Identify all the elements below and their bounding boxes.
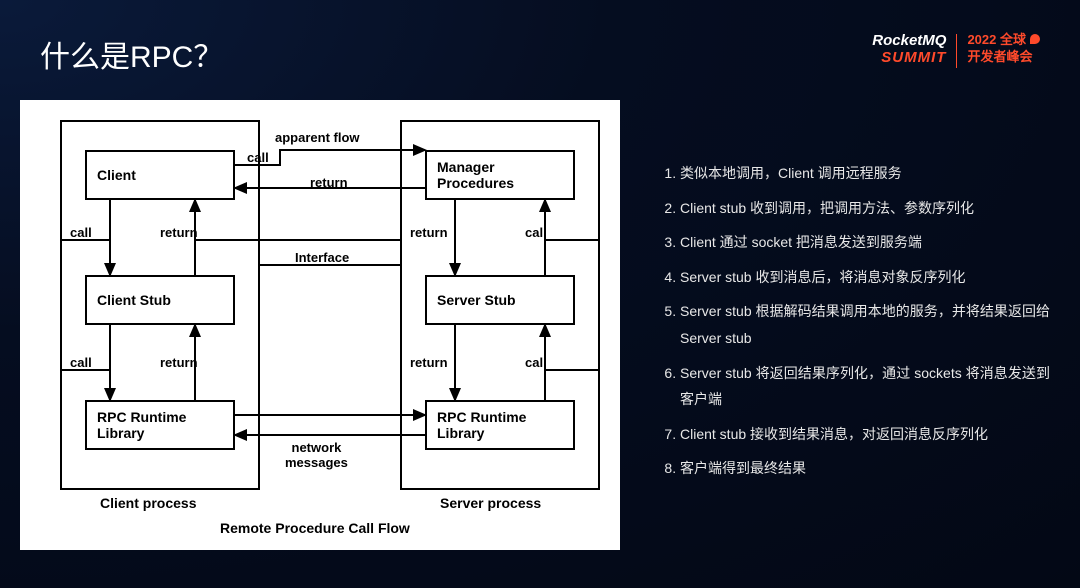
brand-dot-icon bbox=[1030, 34, 1040, 44]
brand-summit: SUMMIT bbox=[872, 49, 946, 66]
lbl-call-s2: call bbox=[525, 355, 547, 370]
step-item: 类似本地调用，Client 调用远程服务 bbox=[680, 160, 1050, 187]
server-stub-box: Server Stub bbox=[425, 275, 575, 325]
lbl-return-c1: return bbox=[160, 225, 198, 240]
lbl-interface: Interface bbox=[295, 250, 349, 265]
brand-logo: RocketMQ SUMMIT 2022 全球 开发者峰会 bbox=[872, 32, 1040, 68]
client-stub-box: Client Stub bbox=[85, 275, 235, 325]
client-box: Client bbox=[85, 150, 235, 200]
manager-box: Manager Procedures bbox=[425, 150, 575, 200]
server-rt-box: RPC Runtime Library bbox=[425, 400, 575, 450]
lbl-call-top: call bbox=[247, 150, 269, 165]
lbl-return-s1: return bbox=[410, 225, 448, 240]
slide-title: 什么是RPC？ bbox=[40, 32, 223, 76]
brand-rocketmq: RocketMQ bbox=[872, 32, 946, 49]
lbl-server-proc: Server process bbox=[440, 495, 541, 511]
step-item: Client 通过 socket 把消息发送到服务端 bbox=[680, 229, 1050, 256]
step-item: Client stub 收到调用，把调用方法、参数序列化 bbox=[680, 195, 1050, 222]
lbl-client-proc: Client process bbox=[100, 495, 196, 511]
lbl-netmsg: network messages bbox=[285, 440, 348, 470]
step-item: 客户端得到最终结果 bbox=[680, 455, 1050, 482]
rpc-diagram: Client Client Stub RPC Runtime Library M… bbox=[20, 100, 620, 550]
lbl-return-c2: return bbox=[160, 355, 198, 370]
lbl-call-s1: call bbox=[525, 225, 547, 240]
lbl-caption: Remote Procedure Call Flow bbox=[220, 520, 410, 536]
brand-sub: 开发者峰会 bbox=[967, 49, 1040, 66]
client-rt-box: RPC Runtime Library bbox=[85, 400, 235, 450]
lbl-return-top: return bbox=[310, 175, 348, 190]
step-item: Client stub 接收到结果消息，对返回消息反序列化 bbox=[680, 421, 1050, 448]
lbl-apparent: apparent flow bbox=[275, 130, 360, 145]
brand-divider bbox=[956, 34, 957, 68]
lbl-call-c1: call bbox=[70, 225, 92, 240]
step-item: Server stub 收到消息后，将消息对象反序列化 bbox=[680, 264, 1050, 291]
steps-list: 类似本地调用，Client 调用远程服务 Client stub 收到调用，把调用… bbox=[650, 160, 1050, 490]
lbl-call-c2: call bbox=[70, 355, 92, 370]
lbl-return-s2: return bbox=[410, 355, 448, 370]
step-item: Server stub 将返回结果序列化，通过 sockets 将消息发送到客户… bbox=[680, 360, 1050, 413]
step-item: Server stub 根据解码结果调用本地的服务，并将结果返回给 Server… bbox=[680, 298, 1050, 351]
brand-year: 2022 全球 bbox=[967, 32, 1026, 47]
